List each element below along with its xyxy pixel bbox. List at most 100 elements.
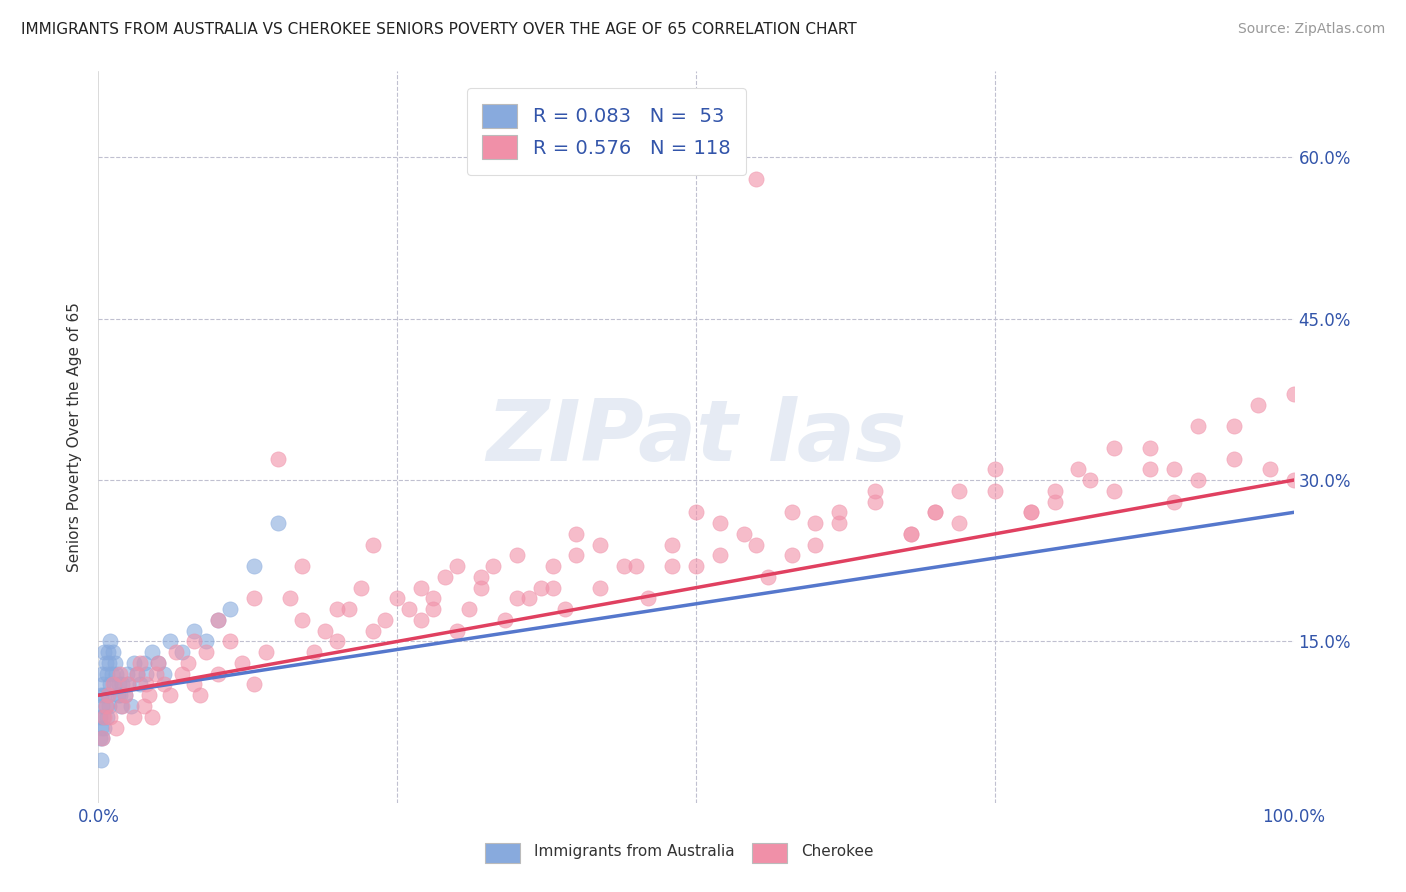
Point [1258,462,1281,476]
Point [97,645,120,659]
Point [94,656,117,670]
Point [1223,451,1246,466]
Point [326,602,349,616]
Point [267,516,290,530]
Point [339,602,361,616]
Point [350,581,373,595]
Text: Source: ZipAtlas.com: Source: ZipAtlas.com [1237,22,1385,37]
Point [924,505,946,519]
Point [374,613,396,627]
Point [626,559,648,574]
Point [709,549,731,563]
Point [96,666,118,681]
Point [94,698,117,713]
Point [984,483,1007,498]
Point [865,494,887,508]
Point [114,688,136,702]
Point [733,527,755,541]
Text: ZIPat las: ZIPat las [486,395,905,479]
Point [1139,441,1161,455]
Point [94,698,117,713]
Point [780,505,803,519]
Point [148,656,170,670]
Point [589,581,612,595]
Point [98,698,121,713]
Point [1247,398,1270,412]
Point [554,602,576,616]
Point [90,688,112,702]
Point [1104,441,1126,455]
Point [278,591,301,606]
Point [291,559,314,574]
Point [101,645,124,659]
Point [91,698,114,713]
Point [98,677,122,691]
Point [207,666,229,681]
Point [804,516,827,530]
Point [148,656,170,670]
Point [984,462,1007,476]
Point [96,710,118,724]
Point [1187,419,1209,434]
Legend: R = 0.083   N =  53, R = 0.576   N = 118: R = 0.083 N = 53, R = 0.576 N = 118 [467,88,747,175]
Point [900,527,922,541]
Point [780,549,803,563]
Point [948,483,970,498]
Point [589,538,612,552]
Text: Immigrants from Australia: Immigrants from Australia [534,845,735,859]
Point [1043,483,1066,498]
Point [103,677,125,691]
Point [132,698,155,713]
Point [1067,462,1090,476]
Point [97,688,120,702]
Point [165,645,187,659]
Point [363,624,385,638]
Point [243,591,266,606]
Point [98,634,122,648]
Point [326,634,349,648]
Point [114,688,136,702]
Point [91,731,114,746]
Point [138,688,160,702]
Point [219,602,242,616]
Point [105,666,128,681]
Point [541,581,564,595]
Point [565,549,588,563]
Point [132,656,155,670]
Point [1187,473,1209,487]
Point [302,645,325,659]
Point [183,624,205,638]
Point [481,559,505,574]
Point [108,688,131,702]
Point [93,645,115,659]
Point [661,559,683,574]
Point [172,666,194,681]
Point [104,656,127,670]
Point [446,559,468,574]
Point [129,677,152,691]
Point [145,666,167,681]
Point [93,721,115,735]
Point [517,591,540,606]
Point [219,634,242,648]
Point [470,581,492,595]
Point [1282,387,1305,401]
Point [756,570,779,584]
Point [141,645,163,659]
Point [124,710,146,724]
Point [315,624,337,638]
Point [745,538,768,552]
Point [470,570,492,584]
Point [125,666,148,681]
Point [111,677,134,691]
Point [637,591,659,606]
Point [195,645,218,659]
Point [207,613,229,627]
Point [135,666,157,681]
Point [183,677,205,691]
Point [828,516,851,530]
Point [135,677,157,691]
Point [924,505,946,519]
Point [110,698,132,713]
Point [1163,462,1185,476]
